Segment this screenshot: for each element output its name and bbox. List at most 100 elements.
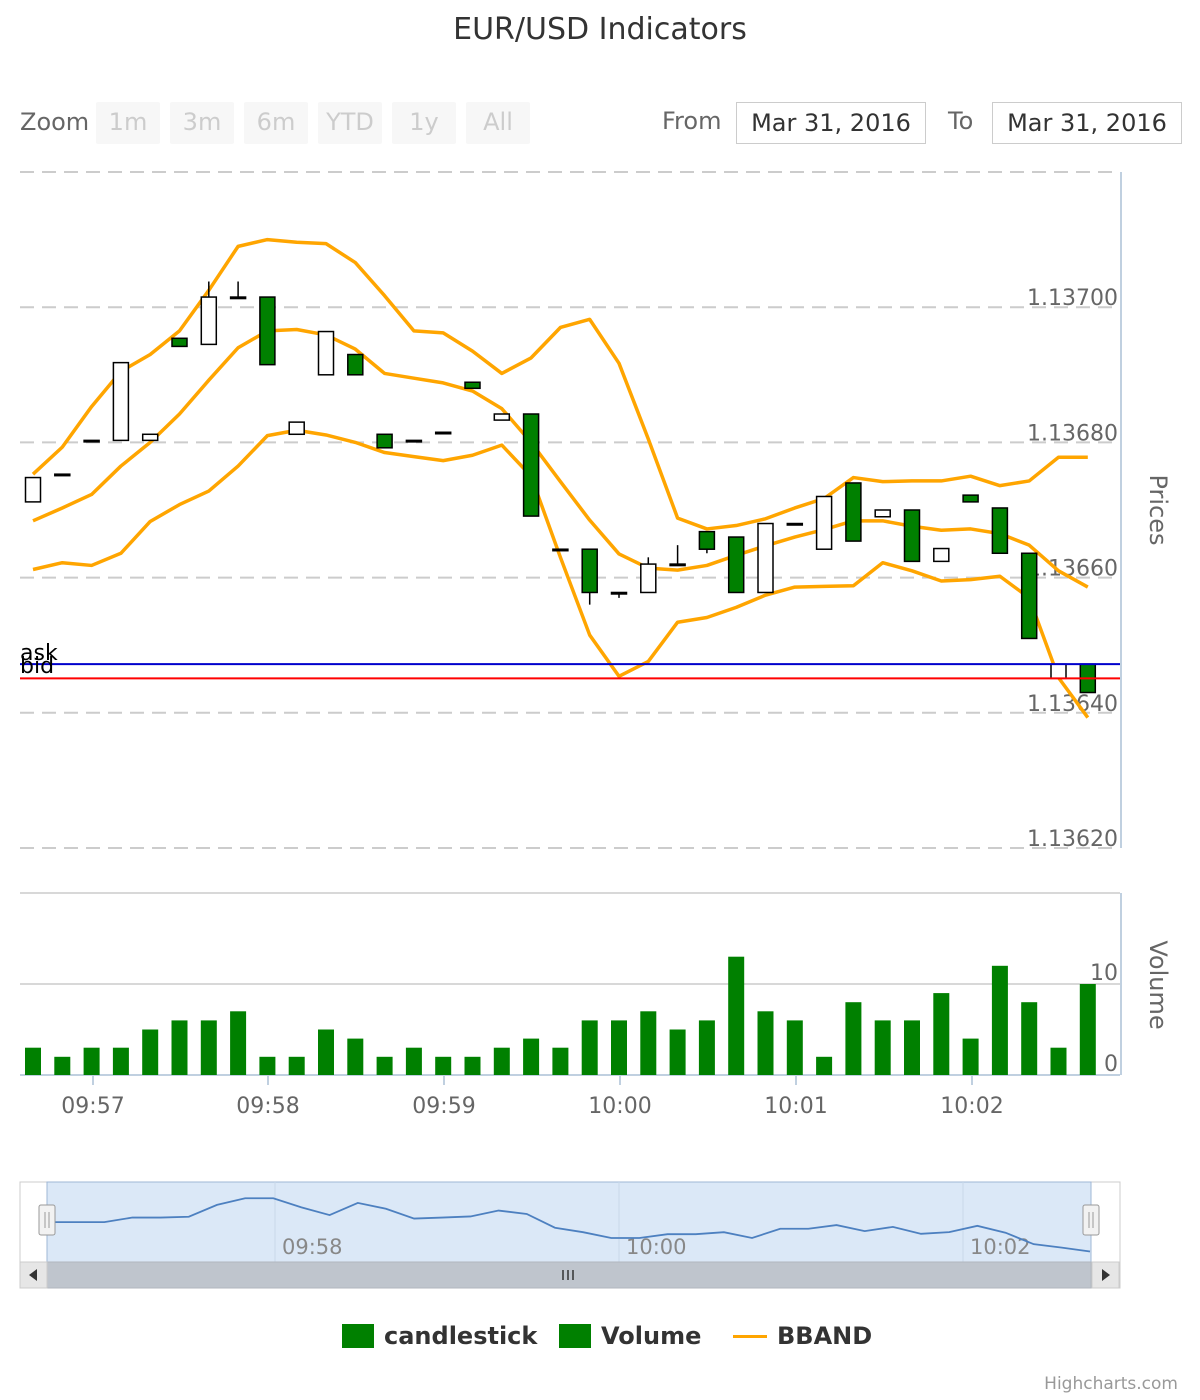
candle-body <box>1020 552 1038 640</box>
candle-body <box>83 439 100 443</box>
legend: candlestick Volume BBAND <box>0 1318 1200 1354</box>
zoom-1y-button[interactable]: 1y <box>392 102 456 144</box>
volume-bar <box>786 1020 803 1075</box>
volume-bar <box>318 1029 334 1075</box>
candle-body <box>727 536 745 594</box>
candle-body <box>786 522 804 526</box>
volume-bar <box>435 1056 452 1075</box>
candle-body <box>434 431 452 435</box>
volume-bar <box>142 1029 159 1075</box>
candle-body <box>640 563 657 594</box>
volume-bar <box>230 1011 247 1075</box>
volume-bar <box>200 1020 217 1075</box>
volume-bar <box>171 1020 188 1075</box>
candle-body <box>610 591 628 595</box>
volume-tick-label: 10 <box>1090 961 1118 986</box>
candle-body <box>493 413 511 421</box>
chart-title: EUR/USD Indicators <box>453 12 747 47</box>
volume-bar <box>962 1038 979 1075</box>
price-tick-label: 1.13620 <box>1027 827 1118 852</box>
candle-body <box>522 413 540 517</box>
candle-body <box>962 494 979 503</box>
navigator-right-handle <box>1082 1204 1100 1236</box>
bid-line-label: bid <box>20 654 54 679</box>
time-x-axis: 09:57 09:58 09:59 10:00 10:01 10:02 <box>61 1075 1004 1119</box>
candle-body <box>317 330 335 376</box>
bband-middle-line <box>32 327 1089 589</box>
volume-tick-label: 0 <box>1104 1052 1118 1077</box>
volume-series <box>25 956 1096 1075</box>
candle-body <box>874 509 891 518</box>
zoom-ytd-button[interactable]: YTD <box>318 102 382 144</box>
credits-link[interactable]: Highcharts.com <box>1044 1374 1178 1394</box>
candle-body <box>552 548 569 552</box>
volume-bar <box>904 1020 920 1075</box>
volume-bar <box>933 993 950 1075</box>
bband-swatch <box>733 1334 767 1338</box>
volume-bar <box>991 965 1008 1075</box>
volume-bar <box>845 1002 862 1075</box>
x-tick-label: 09:58 <box>236 1094 299 1119</box>
candle-body <box>464 381 481 390</box>
candle-body <box>405 439 423 443</box>
zoom-3m-button[interactable]: 3m <box>170 102 234 144</box>
volume-bar <box>25 1047 41 1075</box>
scrollbar-thumb <box>46 1261 1092 1289</box>
volume-bar <box>1079 984 1096 1075</box>
volume-bar <box>112 1047 129 1075</box>
candle-body <box>903 509 921 563</box>
candle-body <box>669 563 686 567</box>
arrow-left-icon <box>29 1269 37 1281</box>
to-date-input[interactable]: Mar 31, 2016 <box>992 102 1182 144</box>
volume-bar <box>288 1056 305 1075</box>
from-label: From <box>662 107 722 135</box>
volume-bar <box>640 1011 657 1075</box>
legend-item-candlestick[interactable]: candlestick <box>342 1318 537 1354</box>
navigator-left-handle <box>38 1204 56 1236</box>
candle-body <box>376 433 393 449</box>
candle-body <box>815 495 833 550</box>
volume-swatch <box>559 1324 591 1348</box>
bband-lower-line <box>32 428 1090 719</box>
volume-bar <box>669 1029 686 1075</box>
zoom-all-button[interactable]: All <box>466 102 530 144</box>
navigator[interactable]: 09:58 10:00 10:02 <box>19 1181 1121 1263</box>
zoom-6m-button[interactable]: 6m <box>244 102 308 144</box>
candle-body <box>991 507 1009 555</box>
candle-body <box>54 473 71 477</box>
candle-body <box>1050 663 1067 680</box>
navigator-selected-range <box>46 1181 1092 1263</box>
zoom-1m-button[interactable]: 1m <box>96 102 160 144</box>
volume-bar <box>581 1020 598 1075</box>
volume-bar <box>259 1056 276 1075</box>
price-tick-label: 1.13680 <box>1027 421 1118 446</box>
x-tick-label: 09:57 <box>61 1094 124 1119</box>
scroll-right-button <box>1091 1261 1120 1289</box>
candle-body <box>288 421 305 436</box>
volume-bar <box>611 1020 627 1075</box>
price-axis-title: Prices <box>1144 474 1172 545</box>
volume-bar <box>54 1056 71 1075</box>
candle-body <box>845 482 862 542</box>
candle-body <box>933 547 950 563</box>
from-date-input[interactable]: Mar 31, 2016 <box>736 102 926 144</box>
scrollbar[interactable] <box>19 1261 1121 1289</box>
candle-body <box>24 476 42 503</box>
volume-y-axis-labels: 0 10 <box>1090 961 1118 1077</box>
legend-item-bband[interactable]: BBAND <box>733 1318 872 1354</box>
volume-bar <box>376 1056 393 1075</box>
price-tick-label: 1.13700 <box>1027 286 1118 311</box>
x-tick-label: 10:02 <box>940 1094 1003 1119</box>
volume-bar <box>493 1047 510 1075</box>
price-gridlines <box>20 171 1120 849</box>
x-tick-label: 10:00 <box>588 1094 651 1119</box>
candle-body <box>259 296 276 366</box>
candle-body <box>229 296 247 300</box>
zoom-label: Zoom <box>20 108 90 136</box>
legend-item-volume[interactable]: Volume <box>559 1318 701 1354</box>
volume-bar <box>464 1056 481 1075</box>
volume-bar <box>1021 1002 1038 1075</box>
volume-bar <box>83 1047 100 1075</box>
